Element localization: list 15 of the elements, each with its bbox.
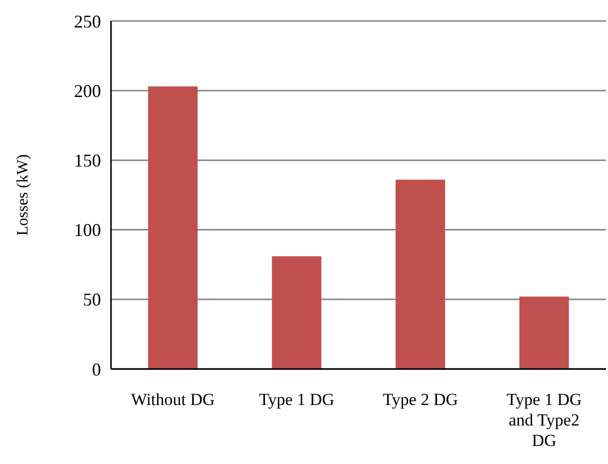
- y-tick-label: 200: [74, 80, 101, 101]
- x-tick-label: Without DG: [130, 390, 215, 409]
- x-tick-label: Type 1 DG and Type2 DG: [506, 390, 582, 450]
- y-tick-label: 250: [74, 11, 101, 32]
- bar: [148, 86, 198, 369]
- bar: [272, 256, 322, 369]
- x-tick-label: Type 2 DG: [382, 390, 458, 409]
- x-tick-label: Type 1 DG: [258, 390, 334, 409]
- bar: [519, 296, 569, 369]
- y-axis-title: Losses (kW): [14, 154, 32, 236]
- y-tick-label: 100: [74, 220, 101, 240]
- y-tick-label: 50: [83, 290, 101, 310]
- y-tick-label: 0: [92, 359, 101, 380]
- bar: [396, 180, 446, 369]
- y-tick-label: 150: [74, 150, 101, 170]
